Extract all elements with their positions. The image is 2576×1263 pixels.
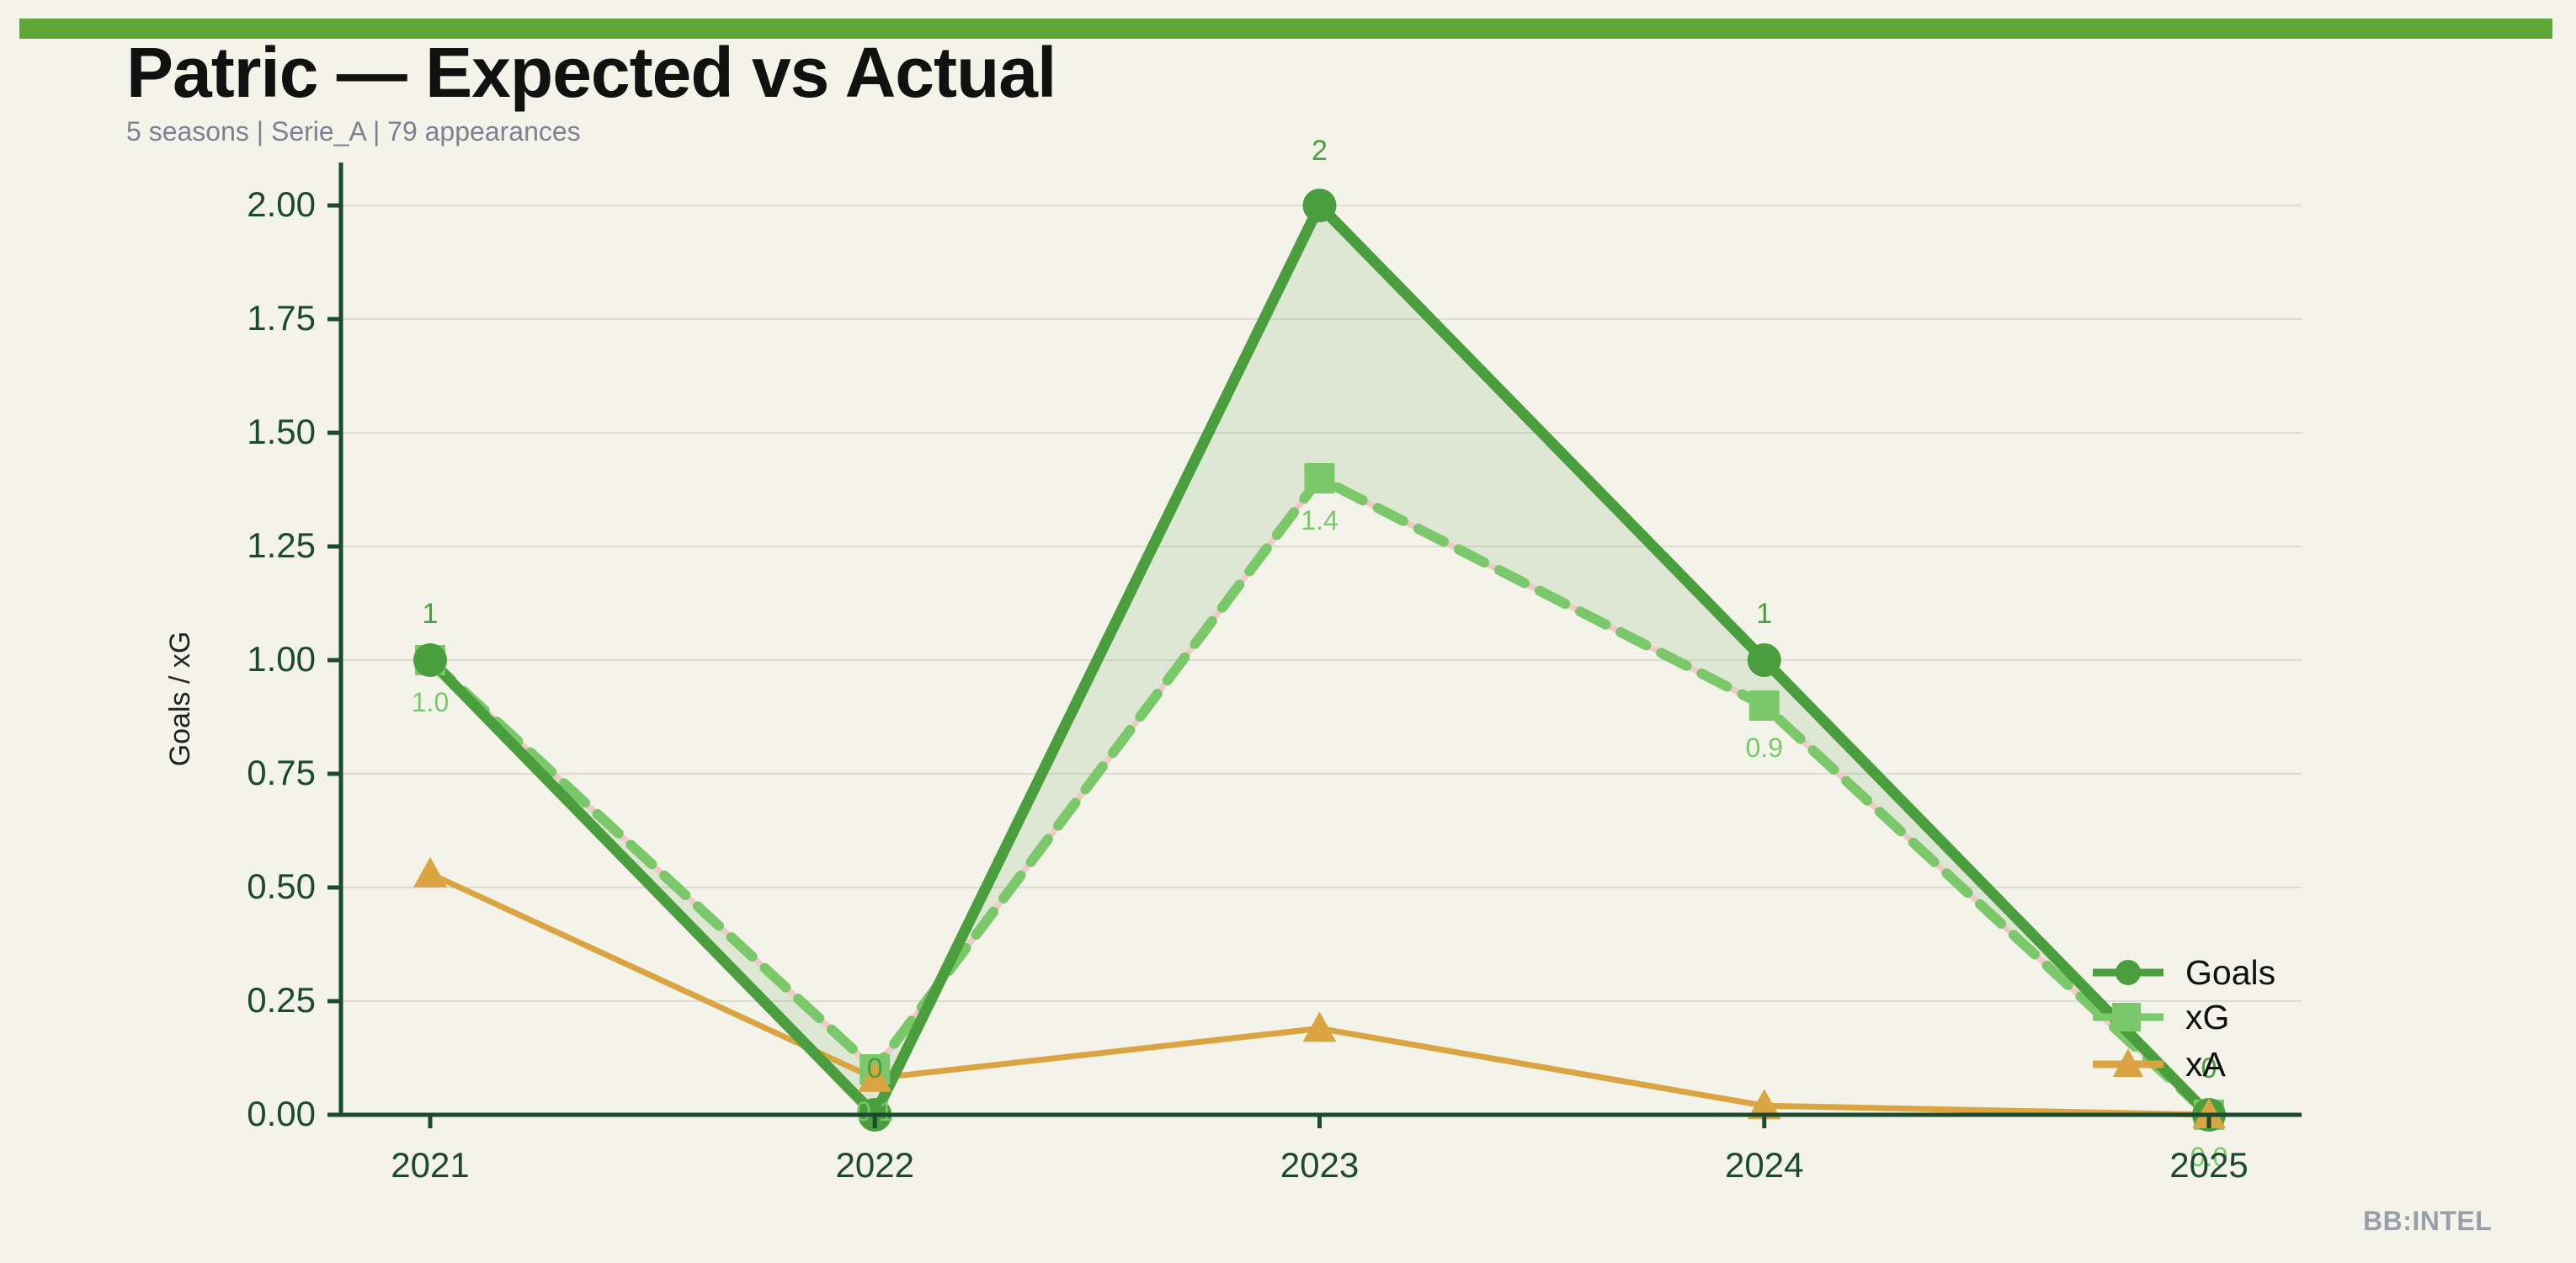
svg-text:2.00: 2.00 [247, 184, 316, 224]
svg-text:2: 2 [1312, 135, 1328, 167]
svg-text:0.9: 0.9 [1746, 733, 1783, 763]
svg-text:0.00: 0.00 [247, 1094, 316, 1133]
svg-text:1.50: 1.50 [247, 412, 316, 451]
svg-text:1.4: 1.4 [1301, 505, 1338, 536]
svg-text:2022: 2022 [836, 1145, 914, 1185]
svg-text:0.25: 0.25 [247, 980, 316, 1020]
svg-text:2024: 2024 [1725, 1145, 1803, 1185]
svg-text:0.75: 0.75 [247, 753, 316, 792]
svg-text:2023: 2023 [1280, 1145, 1359, 1185]
svg-text:xG: xG [2185, 998, 2229, 1037]
svg-text:Goals / xG: Goals / xG [164, 632, 196, 767]
svg-text:1.75: 1.75 [247, 298, 316, 338]
svg-text:1: 1 [1756, 598, 1772, 630]
svg-text:2021: 2021 [391, 1145, 469, 1185]
svg-text:1.0: 1.0 [412, 687, 449, 717]
svg-text:1: 1 [423, 598, 439, 630]
svg-text:0: 0 [867, 1052, 883, 1084]
svg-text:Goals: Goals [2185, 953, 2275, 992]
svg-text:2025: 2025 [2169, 1145, 2248, 1185]
svg-text:1.00: 1.00 [247, 639, 316, 679]
svg-text:xA: xA [2185, 1045, 2227, 1084]
svg-text:1.25: 1.25 [247, 525, 316, 565]
svg-text:0.50: 0.50 [247, 866, 316, 906]
